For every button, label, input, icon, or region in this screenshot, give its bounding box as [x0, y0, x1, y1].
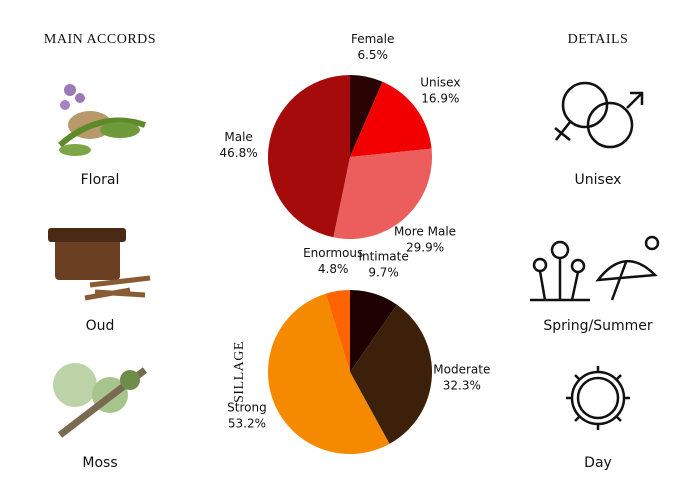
slice-label: More Male — [394, 225, 456, 239]
oud-image — [48, 228, 151, 301]
slice-value: 29.9% — [406, 241, 444, 255]
detail-label: Unisex — [575, 172, 622, 188]
slice-value: 6.5% — [357, 48, 388, 62]
gender-icon — [554, 81, 644, 149]
pie-slice — [268, 75, 350, 238]
pie-slice — [350, 81, 432, 157]
sun-icon — [566, 366, 630, 430]
slice-value: 32.3% — [443, 378, 481, 392]
slice-value: 4.8% — [318, 262, 349, 276]
slice-value: 9.7% — [368, 266, 399, 280]
slice-label: Intimate — [358, 250, 408, 264]
pie-slice — [333, 148, 433, 240]
accord-label: Oud — [86, 318, 115, 334]
slice-label: Unisex — [420, 75, 460, 89]
pie-slice — [350, 75, 383, 157]
slice-label: Moderate — [433, 362, 490, 376]
slice-value: 46.8% — [220, 146, 258, 160]
floral-image — [58, 84, 146, 156]
pie-slice — [350, 304, 432, 444]
pie-slice — [350, 290, 397, 372]
accords-title: MAIN ACCORDS — [44, 32, 156, 47]
pie-slice — [267, 293, 390, 454]
slice-value: 53.2% — [228, 416, 266, 430]
pie-ylabel: SILLAGE — [232, 341, 247, 403]
moss-image — [53, 363, 148, 438]
detail-label: Spring/Summer — [543, 318, 653, 334]
slice-label: Strong — [227, 400, 267, 414]
slice-label: Male — [224, 130, 252, 144]
accord-label: Floral — [81, 172, 120, 188]
detail-label: Day — [584, 455, 612, 471]
details-title: DETAILS — [568, 32, 629, 47]
slice-label: Female — [351, 32, 394, 46]
slice-label: Enormous — [303, 246, 363, 260]
season-icon — [530, 235, 660, 302]
accord-label: Moss — [82, 455, 117, 471]
slice-value: 16.9% — [421, 91, 459, 105]
pie-slice — [325, 290, 350, 372]
